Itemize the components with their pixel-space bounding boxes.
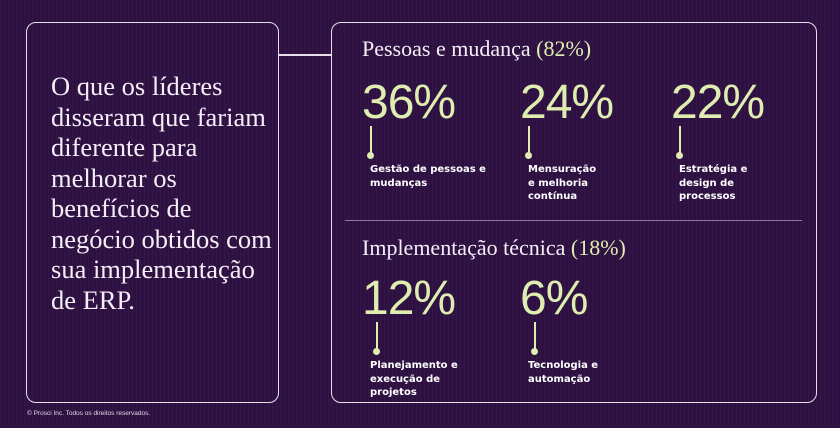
stat-label: Mensuração e melhoria contínua <box>528 164 597 202</box>
stat-leader-dot <box>531 348 538 355</box>
stat-leader-dot <box>676 152 683 159</box>
stat-value: 6% <box>520 272 588 325</box>
stat-leader-line <box>376 322 378 352</box>
section-title-technical: Implementação técnica (18%) <box>362 235 626 261</box>
stat-label: Estratégia e design de processos <box>679 164 748 202</box>
headline-text: O que os líderes disseram que fariam dif… <box>51 71 272 315</box>
stat-label: Tecnologia e automação <box>528 360 599 385</box>
section-share: (18%) <box>570 235 626 260</box>
section-title-label: Pessoas e mudança <box>362 36 531 61</box>
stat-measurement: 24% Mensuração e melhoria contínua <box>520 78 650 208</box>
section-divider <box>345 220 802 221</box>
copyright-footer: © Prosci Inc. Todos os direitos reservad… <box>27 410 151 417</box>
stat-leader-line <box>528 126 530 156</box>
section-share: (82%) <box>536 36 592 61</box>
stats-card <box>331 22 817 403</box>
stat-leader-dot <box>525 152 532 159</box>
section-title-label: Implementação técnica <box>362 235 566 260</box>
stat-label: Gestão de pessoas e mudanças <box>370 164 486 189</box>
stat-strategy: 22% Estratégia e design de processos <box>671 78 801 208</box>
stat-value: 22% <box>671 76 765 129</box>
stat-value: 36% <box>362 76 456 129</box>
stat-leader-dot <box>367 152 374 159</box>
headline-card: O que os líderes disseram que fariam dif… <box>26 22 279 403</box>
stat-people-change: 36% Gestão de pessoas e mudanças <box>362 78 492 208</box>
stat-value: 24% <box>520 76 614 129</box>
stat-project-planning: 12% Planejamento e execução de projetos <box>362 274 492 404</box>
stat-value: 12% <box>362 272 456 325</box>
stat-leader-line <box>534 322 536 352</box>
stat-leader-line <box>679 126 681 156</box>
connector-line <box>279 54 331 56</box>
stat-label: Planejamento e execução de projetos <box>370 360 458 398</box>
stat-technology: 6% Tecnologia e automação <box>520 274 650 404</box>
section-title-people: Pessoas e mudança (82%) <box>362 36 591 62</box>
stat-leader-line <box>370 126 372 156</box>
stat-leader-dot <box>373 348 380 355</box>
